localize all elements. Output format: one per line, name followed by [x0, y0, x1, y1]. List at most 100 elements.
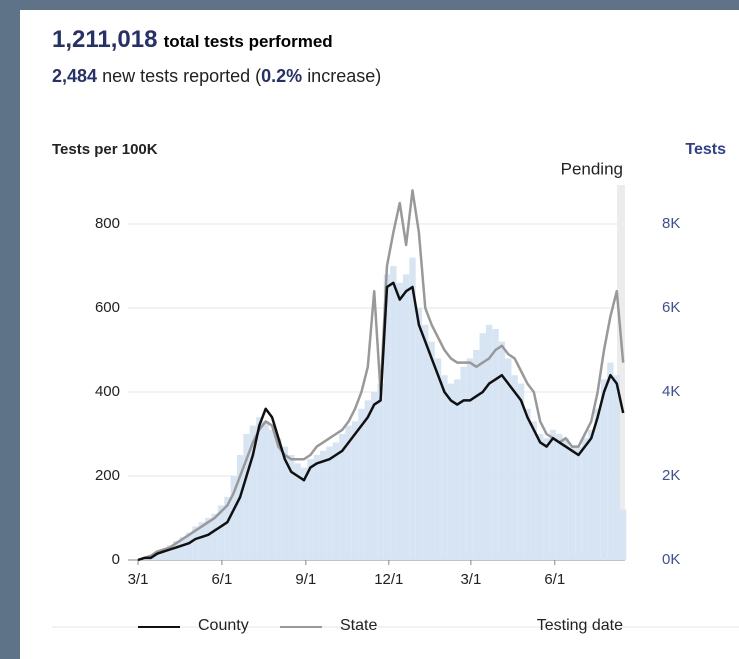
y2-tick-label: 8K — [662, 215, 680, 232]
y-tick-label: 400 — [95, 383, 120, 400]
test-bar — [594, 408, 601, 560]
series-line — [137, 281, 625, 562]
test-bar — [160, 549, 167, 560]
total-label: total tests performed — [163, 32, 333, 51]
test-bar — [517, 383, 525, 560]
test-bar — [173, 541, 180, 560]
y2-tick-label: 6K — [662, 299, 680, 316]
pending-label: Pending — [561, 159, 623, 178]
y2-axis-label: Tests — [685, 141, 726, 158]
test-bar — [313, 455, 320, 560]
test-bar — [166, 545, 174, 560]
test-bar — [479, 333, 486, 560]
test-bar — [307, 459, 314, 560]
legend-label: County — [198, 617, 249, 634]
y-tick-label: 600 — [95, 299, 120, 316]
test-bar — [613, 375, 620, 560]
test-bar — [415, 308, 423, 560]
y-tick-label: 800 — [95, 215, 120, 232]
new-number: 2,484 — [52, 66, 98, 86]
increase-number: 0.2% — [261, 66, 303, 86]
test-bar — [249, 425, 257, 560]
test-bar — [543, 438, 550, 560]
test-bar — [179, 536, 186, 560]
test-bar — [294, 463, 301, 560]
test-bar — [466, 358, 474, 560]
x-tick-label: 3/1 — [460, 571, 481, 588]
increase-label: increase) — [307, 66, 382, 86]
test-bar — [498, 341, 506, 560]
test-bar — [371, 392, 378, 560]
test-bar — [607, 362, 614, 560]
test-bar — [383, 274, 391, 560]
test-bar — [224, 497, 231, 560]
test-bar — [454, 379, 461, 560]
y2-tick-label: 0K — [662, 551, 680, 568]
test-bar — [620, 509, 627, 560]
y-tick-label: 200 — [95, 467, 120, 484]
test-bar — [422, 324, 429, 560]
x-tick-label: 6/1 — [544, 571, 565, 588]
x-tick-label: 12/1 — [374, 571, 403, 588]
test-bar — [339, 434, 346, 560]
test-bar — [549, 429, 557, 560]
y-tick-label: 0 — [112, 551, 120, 568]
test-bar — [568, 446, 576, 560]
x-axis-label: Testing date — [537, 617, 623, 634]
total-number: 1,211,018 — [52, 26, 158, 53]
test-bar — [332, 442, 340, 560]
test-bar — [351, 421, 359, 560]
x-tick-label: 6/1 — [211, 571, 232, 588]
test-bar — [402, 274, 410, 560]
test-bar — [581, 438, 589, 560]
test-bar — [428, 341, 435, 560]
test-bar — [434, 358, 442, 560]
test-bar — [275, 438, 282, 560]
y2-tick-label: 4K — [662, 383, 680, 400]
test-bar — [326, 446, 333, 560]
test-bar — [588, 429, 595, 560]
new-label: new tests reported ( — [102, 66, 262, 86]
y2-tick-label: 2K — [662, 467, 680, 484]
test-bar — [396, 282, 403, 560]
test-bar — [300, 467, 308, 560]
legend-label: State — [340, 617, 377, 634]
test-bar — [153, 551, 161, 560]
test-bar — [390, 266, 397, 560]
test-bar — [358, 408, 365, 560]
x-tick-label: 3/1 — [128, 571, 149, 588]
test-bar — [562, 438, 569, 560]
test-bar — [205, 518, 212, 560]
test-bar — [377, 383, 384, 560]
test-bar — [364, 400, 371, 560]
test-bar — [441, 375, 448, 560]
test-bar — [217, 505, 225, 560]
test-bar — [473, 350, 480, 560]
test-bar — [319, 450, 327, 560]
test-bar — [511, 375, 518, 560]
test-bar — [256, 417, 263, 560]
test-bar — [211, 513, 218, 560]
test-bar — [492, 329, 499, 560]
test-bar — [530, 421, 537, 560]
test-bar — [345, 425, 352, 560]
test-bar — [460, 366, 467, 560]
x-tick-label: 9/1 — [295, 571, 316, 588]
test-bar — [198, 522, 206, 560]
test-bar — [192, 526, 199, 560]
test-bar — [281, 446, 288, 560]
test-bar — [262, 421, 269, 560]
test-bar — [524, 408, 531, 560]
total-tests: 1,211,018 total tests performed — [52, 26, 333, 54]
test-bar — [243, 434, 250, 560]
test-bar — [556, 434, 563, 560]
pending-band — [617, 185, 625, 560]
test-bar — [505, 358, 512, 560]
test-bar — [447, 383, 454, 560]
new-tests: 2,484 new tests reported (0.2% increase) — [52, 66, 381, 87]
test-bar — [409, 257, 416, 560]
test-bar — [185, 532, 193, 560]
test-bar — [236, 455, 244, 560]
